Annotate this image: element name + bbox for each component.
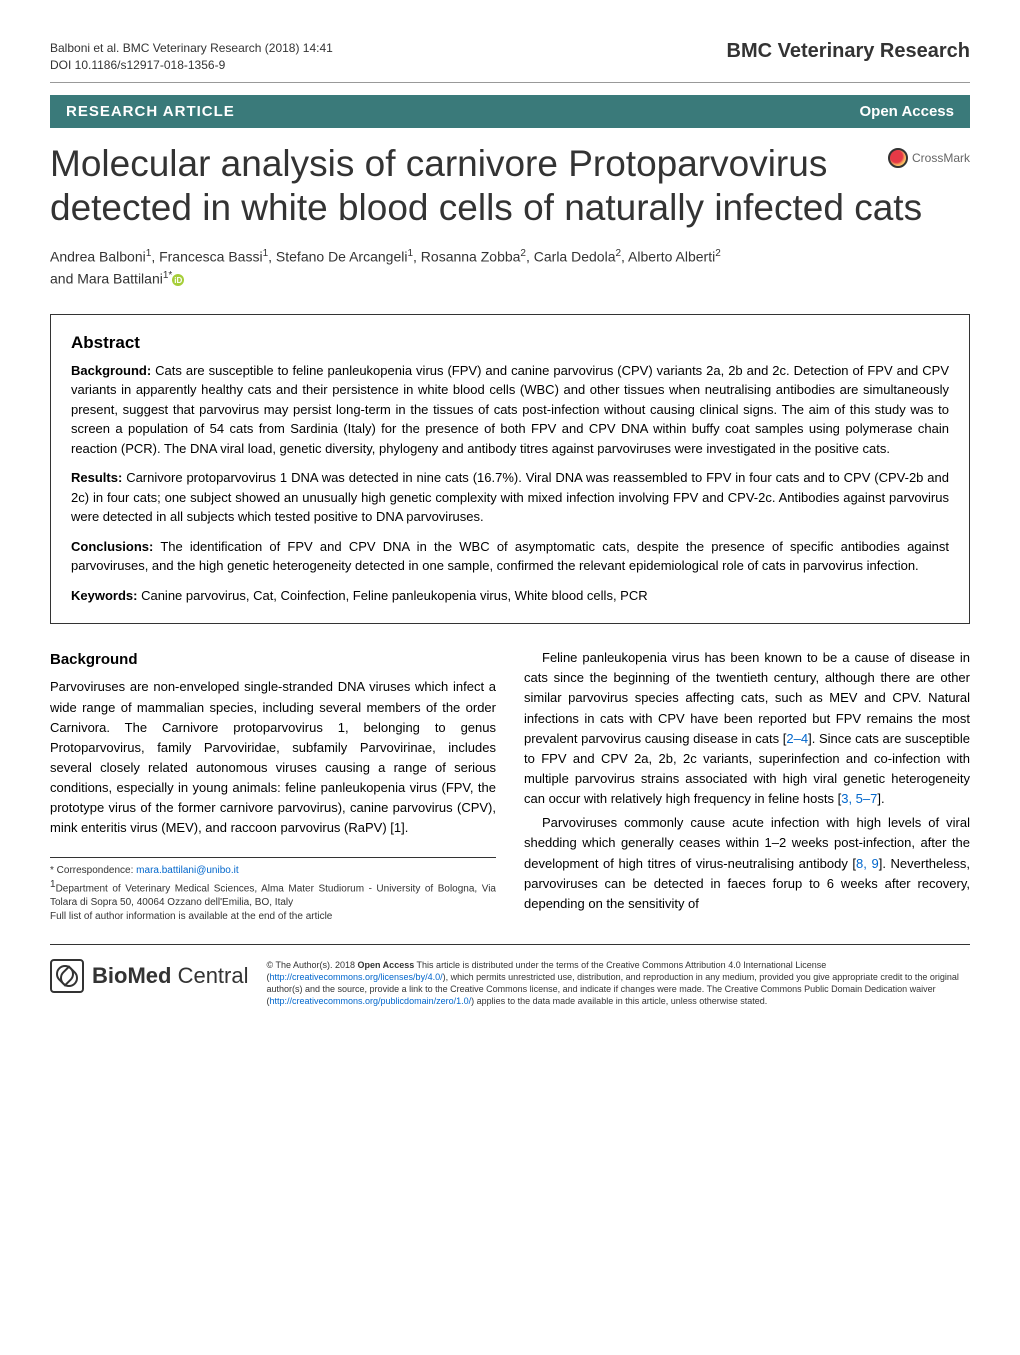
author-1: Andrea Balboni <box>50 249 146 265</box>
article-title: Molecular analysis of carnivore Protopar… <box>50 142 970 231</box>
right-p1: Feline panleukopenia virus has been know… <box>524 648 970 809</box>
abstract-heading: Abstract <box>71 333 949 353</box>
correspondence-section: * Correspondence: mara.battilani@unibo.i… <box>50 857 496 924</box>
crossmark-icon <box>888 148 908 168</box>
background-p1: Parvoviruses are non-enveloped single-st… <box>50 677 496 838</box>
correspondence-label: * Correspondence: <box>50 865 136 876</box>
biomed-central-icon <box>50 959 84 993</box>
abstract-box: Abstract Background: Cats are susceptibl… <box>50 314 970 625</box>
license-a: © The Author(s). 2018 <box>267 960 358 970</box>
license-text: © The Author(s). 2018 Open Access This a… <box>267 959 971 1008</box>
orcid-icon[interactable] <box>172 274 184 286</box>
license-url-1[interactable]: http://creativecommons.org/licenses/by/4… <box>270 972 443 982</box>
abstract-background-text: Cats are susceptible to feline panleukop… <box>71 363 949 456</box>
author-2: , Francesca Bassi <box>151 249 262 265</box>
abstract-conclusions-label: Conclusions: <box>71 539 153 554</box>
citation: Balboni et al. BMC Veterinary Research (… <box>50 40 333 57</box>
correspondence-affiliation: Department of Veterinary Medical Science… <box>50 883 496 908</box>
abstract-results-label: Results: <box>71 470 122 485</box>
author-7-aff: 1* <box>163 270 172 281</box>
open-access-label: Open Access <box>860 103 955 120</box>
right-column: Feline panleukopenia virus has been know… <box>524 648 970 924</box>
author-6: , Alberto Alberti <box>621 249 715 265</box>
abstract-results-text: Carnivore protoparvovirus 1 DNA was dete… <box>71 470 949 524</box>
abstract-results: Results: Carnivore protoparvovirus 1 DNA… <box>71 468 949 527</box>
license-d: ) applies to the data made available in … <box>471 996 767 1006</box>
bmc-bold: BioMed <box>92 963 171 988</box>
biomed-central-logo: BioMed Central <box>50 959 249 993</box>
keywords-text: Canine parvovirus, Cat, Coinfection, Fel… <box>137 588 647 603</box>
author-3: , Stefano De Arcangeli <box>268 249 407 265</box>
abstract-keywords: Keywords: Canine parvovirus, Cat, Coinfe… <box>71 586 949 606</box>
correspondence-note: Full list of author information is avail… <box>50 910 496 924</box>
abstract-background-label: Background: <box>71 363 151 378</box>
abstract-background: Background: Cats are susceptible to feli… <box>71 361 949 459</box>
header-row: Balboni et al. BMC Veterinary Research (… <box>50 40 970 74</box>
footer: BioMed Central © The Author(s). 2018 Ope… <box>50 944 970 1008</box>
biomed-central-text: BioMed Central <box>92 963 249 989</box>
author-list: Andrea Balboni1, Francesca Bassi1, Stefa… <box>50 246 970 289</box>
author-6-aff: 2 <box>715 248 721 259</box>
background-heading: Background <box>50 648 496 671</box>
abstract-conclusions: Conclusions: The identification of FPV a… <box>71 537 949 576</box>
license-url-2[interactable]: http://creativecommons.org/publicdomain/… <box>270 996 472 1006</box>
journal-name: BMC Veterinary Research <box>727 40 970 63</box>
ref-link-2[interactable]: 3, 5–7 <box>841 791 877 806</box>
body-columns: Background Parvoviruses are non-envelope… <box>50 648 970 924</box>
crossmark-badge[interactable]: CrossMark <box>888 148 970 173</box>
left-column: Background Parvoviruses are non-envelope… <box>50 648 496 924</box>
ref-link-3[interactable]: 8, 9 <box>856 856 879 871</box>
ref-link-1[interactable]: 2–4 <box>786 731 808 746</box>
author-5: , Carla Dedola <box>526 249 616 265</box>
right-p1c: ]. <box>877 791 884 806</box>
keywords-label: Keywords: <box>71 588 137 603</box>
crossmark-label: CrossMark <box>912 151 970 165</box>
header-divider <box>50 82 970 83</box>
author-7: and Mara Battilani <box>50 271 163 287</box>
article-type-bar: RESEARCH ARTICLE Open Access <box>50 95 970 128</box>
header-left: Balboni et al. BMC Veterinary Research (… <box>50 40 333 74</box>
article-type: RESEARCH ARTICLE <box>66 103 235 120</box>
bmc-light: Central <box>171 963 248 988</box>
license-oa-label: Open Access <box>358 960 415 970</box>
author-4: , Rosanna Zobba <box>413 249 520 265</box>
correspondence-email[interactable]: mara.battilani@unibo.it <box>136 865 238 876</box>
abstract-conclusions-text: The identification of FPV and CPV DNA in… <box>71 539 949 574</box>
doi: DOI 10.1186/s12917-018-1356-9 <box>50 57 333 74</box>
right-p2: Parvoviruses commonly cause acute infect… <box>524 813 970 914</box>
